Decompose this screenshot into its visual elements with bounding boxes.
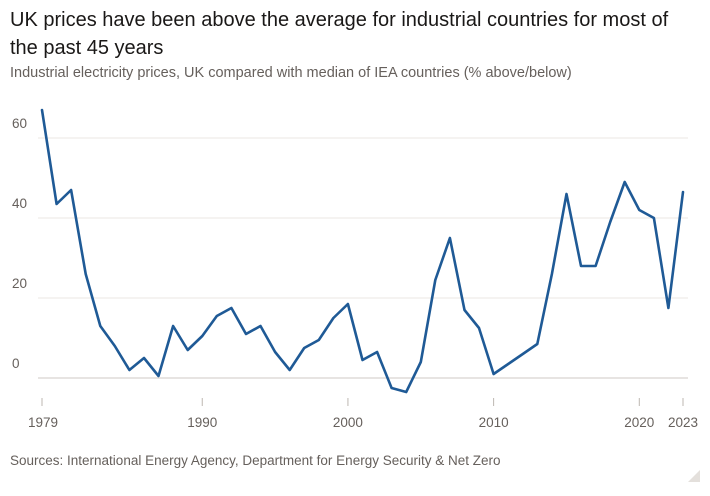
y-tick-label-60: 60 bbox=[12, 116, 27, 131]
series-layer bbox=[40, 108, 685, 394]
y-tick-label-40: 40 bbox=[12, 196, 27, 211]
y-tick-label-0: 0 bbox=[12, 356, 20, 371]
corner-mark bbox=[688, 470, 700, 482]
x-tick-label-2020: 2020 bbox=[624, 415, 654, 430]
chart-subtitle: Industrial electricity prices, UK compar… bbox=[10, 65, 572, 81]
y-axis-ticks: 0 20 40 60 bbox=[12, 116, 27, 371]
series-line-0 bbox=[40, 108, 685, 394]
chart-source: Sources: International Energy Agency, De… bbox=[10, 453, 501, 468]
x-tick-label-2010: 2010 bbox=[479, 415, 509, 430]
chart-title: UK prices have been above the average fo… bbox=[10, 9, 669, 59]
x-tick-label-2023: 2023 bbox=[668, 415, 698, 430]
x-axis-ticks: 1979 1990 2000 2010 2020 2023 bbox=[28, 398, 698, 430]
y-tick-label-20: 20 bbox=[12, 276, 27, 291]
x-tick-label-2000: 2000 bbox=[333, 415, 363, 430]
x-tick-label-1979: 1979 bbox=[28, 415, 58, 430]
line-chart: 0 20 40 60 1979 1990 2000 2010 2020 2023 bbox=[12, 108, 698, 430]
x-tick-label-1990: 1990 bbox=[187, 415, 217, 430]
gridlines bbox=[38, 137, 688, 379]
